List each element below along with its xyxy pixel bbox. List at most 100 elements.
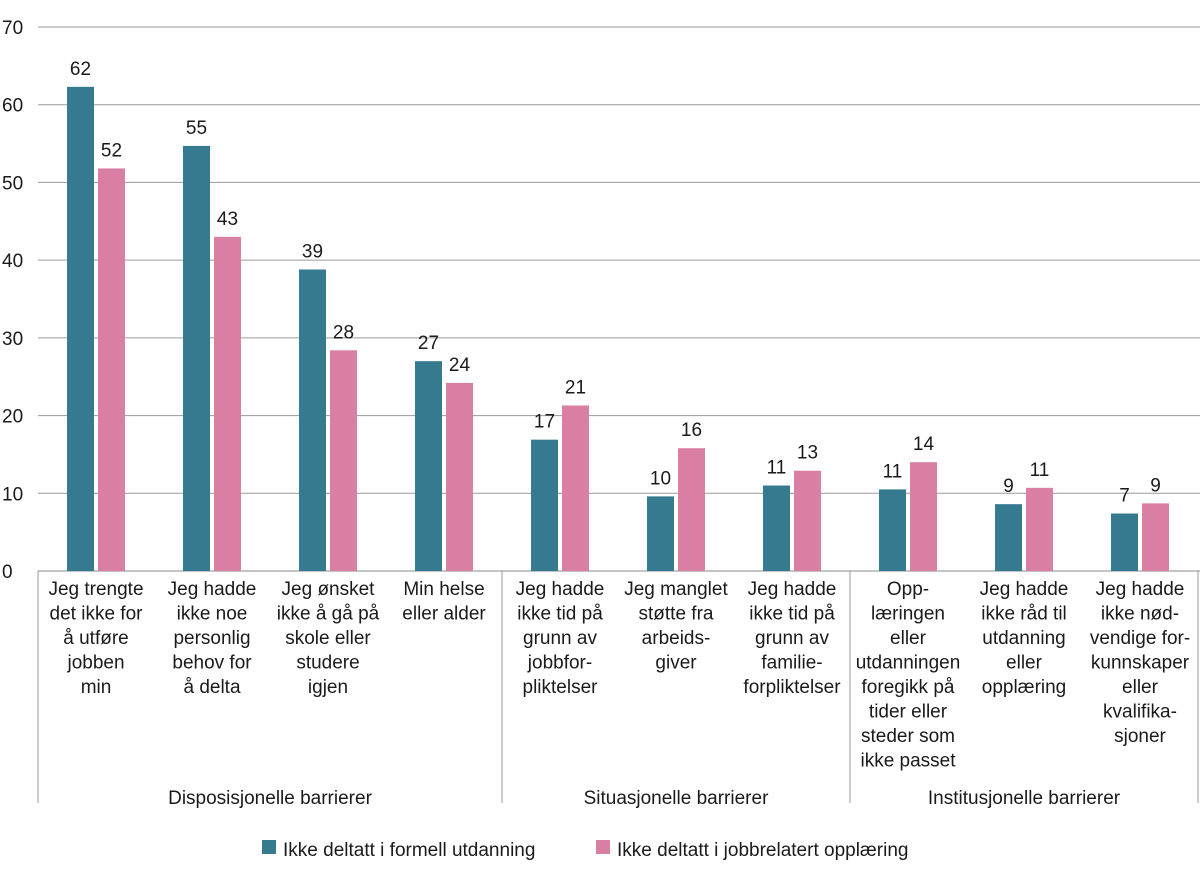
category-label: vendige for- xyxy=(1090,628,1190,649)
legend-swatch xyxy=(596,840,610,854)
data-label: 21 xyxy=(565,377,586,398)
category-label: igjen xyxy=(308,677,348,698)
category-label: kvalifika- xyxy=(1103,702,1177,723)
bar-formell xyxy=(183,145,210,571)
category-label: Min helse xyxy=(403,579,484,600)
category-label: ikke tid på xyxy=(749,604,835,625)
category-label: forpliktelser xyxy=(743,677,841,698)
category-label: å utføre xyxy=(63,628,128,649)
category-label: å delta xyxy=(183,677,240,698)
category-label: min xyxy=(81,677,112,698)
category-label: ikke råd til xyxy=(981,604,1067,625)
category-label: sjoner xyxy=(1114,726,1166,747)
category-label: Opp- xyxy=(887,579,929,600)
category-label: grunn av xyxy=(755,628,829,649)
bar-formell xyxy=(647,496,674,571)
data-label: 43 xyxy=(217,209,238,230)
category-label: familie- xyxy=(761,653,822,674)
bar-jobbrelatert xyxy=(1142,503,1169,571)
category-label: tider eller xyxy=(869,702,948,723)
category-label: skole eller xyxy=(285,628,371,649)
bar-formell xyxy=(995,504,1022,571)
category-label: eller alder xyxy=(402,604,486,625)
legend-label: Ikke deltatt i formell utdanning xyxy=(283,840,535,861)
category-label: Jeg hadde xyxy=(168,579,257,600)
data-label: 9 xyxy=(1003,476,1014,497)
category-label: ikke tid på xyxy=(517,604,603,625)
category-label: eller xyxy=(1122,677,1159,698)
y-tick-label: 70 xyxy=(2,18,23,39)
category-label: ikke å gå på xyxy=(277,604,380,625)
category-label: opplæring xyxy=(982,677,1067,698)
data-label: 7 xyxy=(1119,485,1130,506)
bar-jobbrelatert xyxy=(330,350,357,571)
bar-jobbrelatert xyxy=(214,236,241,572)
data-label: 14 xyxy=(913,434,935,455)
category-label: Jeg hadde xyxy=(516,579,605,600)
data-label: 16 xyxy=(681,420,702,441)
data-label: 9 xyxy=(1150,475,1161,496)
y-tick-label: 20 xyxy=(2,407,23,428)
y-tick-label: 30 xyxy=(2,329,23,350)
category-label: eller xyxy=(1006,653,1043,674)
data-label: 39 xyxy=(302,241,323,262)
category-label: personlig xyxy=(173,628,250,649)
category-label: jobbfor- xyxy=(527,653,592,674)
group-label: Disposisjonelle barrierer xyxy=(168,788,372,809)
category-label: kunnskaper xyxy=(1091,653,1190,674)
category-label: ikke nød- xyxy=(1101,604,1179,625)
data-label: 11 xyxy=(883,461,903,482)
data-label: 17 xyxy=(534,412,555,433)
bar-jobbrelatert xyxy=(678,448,705,571)
y-tick-label: 40 xyxy=(2,251,23,272)
y-tick-label: 50 xyxy=(2,173,23,194)
bar-formell xyxy=(763,485,790,571)
y-tick-label: 60 xyxy=(2,96,23,117)
data-label: 11 xyxy=(767,458,787,479)
data-label: 13 xyxy=(797,443,818,464)
bar-jobbrelatert xyxy=(562,405,589,571)
category-label: støtte fra xyxy=(639,604,714,625)
bar-formell xyxy=(299,269,326,571)
bar-formell xyxy=(531,439,558,571)
category-label: Jeg trengte xyxy=(48,579,143,600)
group-label: Situasjonelle barrierer xyxy=(584,788,769,809)
data-label: 52 xyxy=(101,140,122,161)
bar-jobbrelatert xyxy=(910,462,937,571)
category-label: Jeg hadde xyxy=(980,579,1069,600)
bar-jobbrelatert xyxy=(446,382,473,571)
category-label: eller xyxy=(890,628,927,649)
data-label: 11 xyxy=(1030,460,1050,481)
category-label: studere xyxy=(296,653,359,674)
legend-label: Ikke deltatt i jobbrelatert opplæring xyxy=(617,840,909,861)
category-label: ikke noe xyxy=(177,604,248,625)
category-label: steder som xyxy=(861,726,955,747)
data-label: 62 xyxy=(70,59,91,80)
category-label: behov for xyxy=(172,653,252,674)
y-tick-label: 0 xyxy=(2,562,13,583)
category-label: Jeg hadde xyxy=(1096,579,1185,600)
category-label: ikke passet xyxy=(860,751,956,772)
legend-swatch xyxy=(262,840,276,854)
bar-jobbrelatert xyxy=(1026,487,1053,571)
category-label: arbeids- xyxy=(642,628,711,649)
bar-jobbrelatert xyxy=(98,168,125,571)
y-tick-label: 10 xyxy=(2,484,23,505)
category-label: Jeg manglet xyxy=(624,579,728,600)
category-label: pliktelser xyxy=(523,677,599,698)
bar-formell xyxy=(67,86,94,571)
group-label: Institusjonelle barrierer xyxy=(928,788,1121,809)
category-label: det ikke for xyxy=(50,604,144,625)
data-label: 24 xyxy=(449,355,471,376)
data-label: 55 xyxy=(186,118,207,139)
category-label: læringen xyxy=(871,604,945,625)
bar-formell xyxy=(879,489,906,571)
category-label: giver xyxy=(655,653,697,674)
data-label: 27 xyxy=(418,333,439,354)
category-label: foregikk på xyxy=(862,677,955,698)
bar-jobbrelatert xyxy=(794,470,821,571)
bar-formell xyxy=(415,361,442,571)
category-label: utdanning xyxy=(982,628,1065,649)
category-label: jobben xyxy=(66,653,124,674)
